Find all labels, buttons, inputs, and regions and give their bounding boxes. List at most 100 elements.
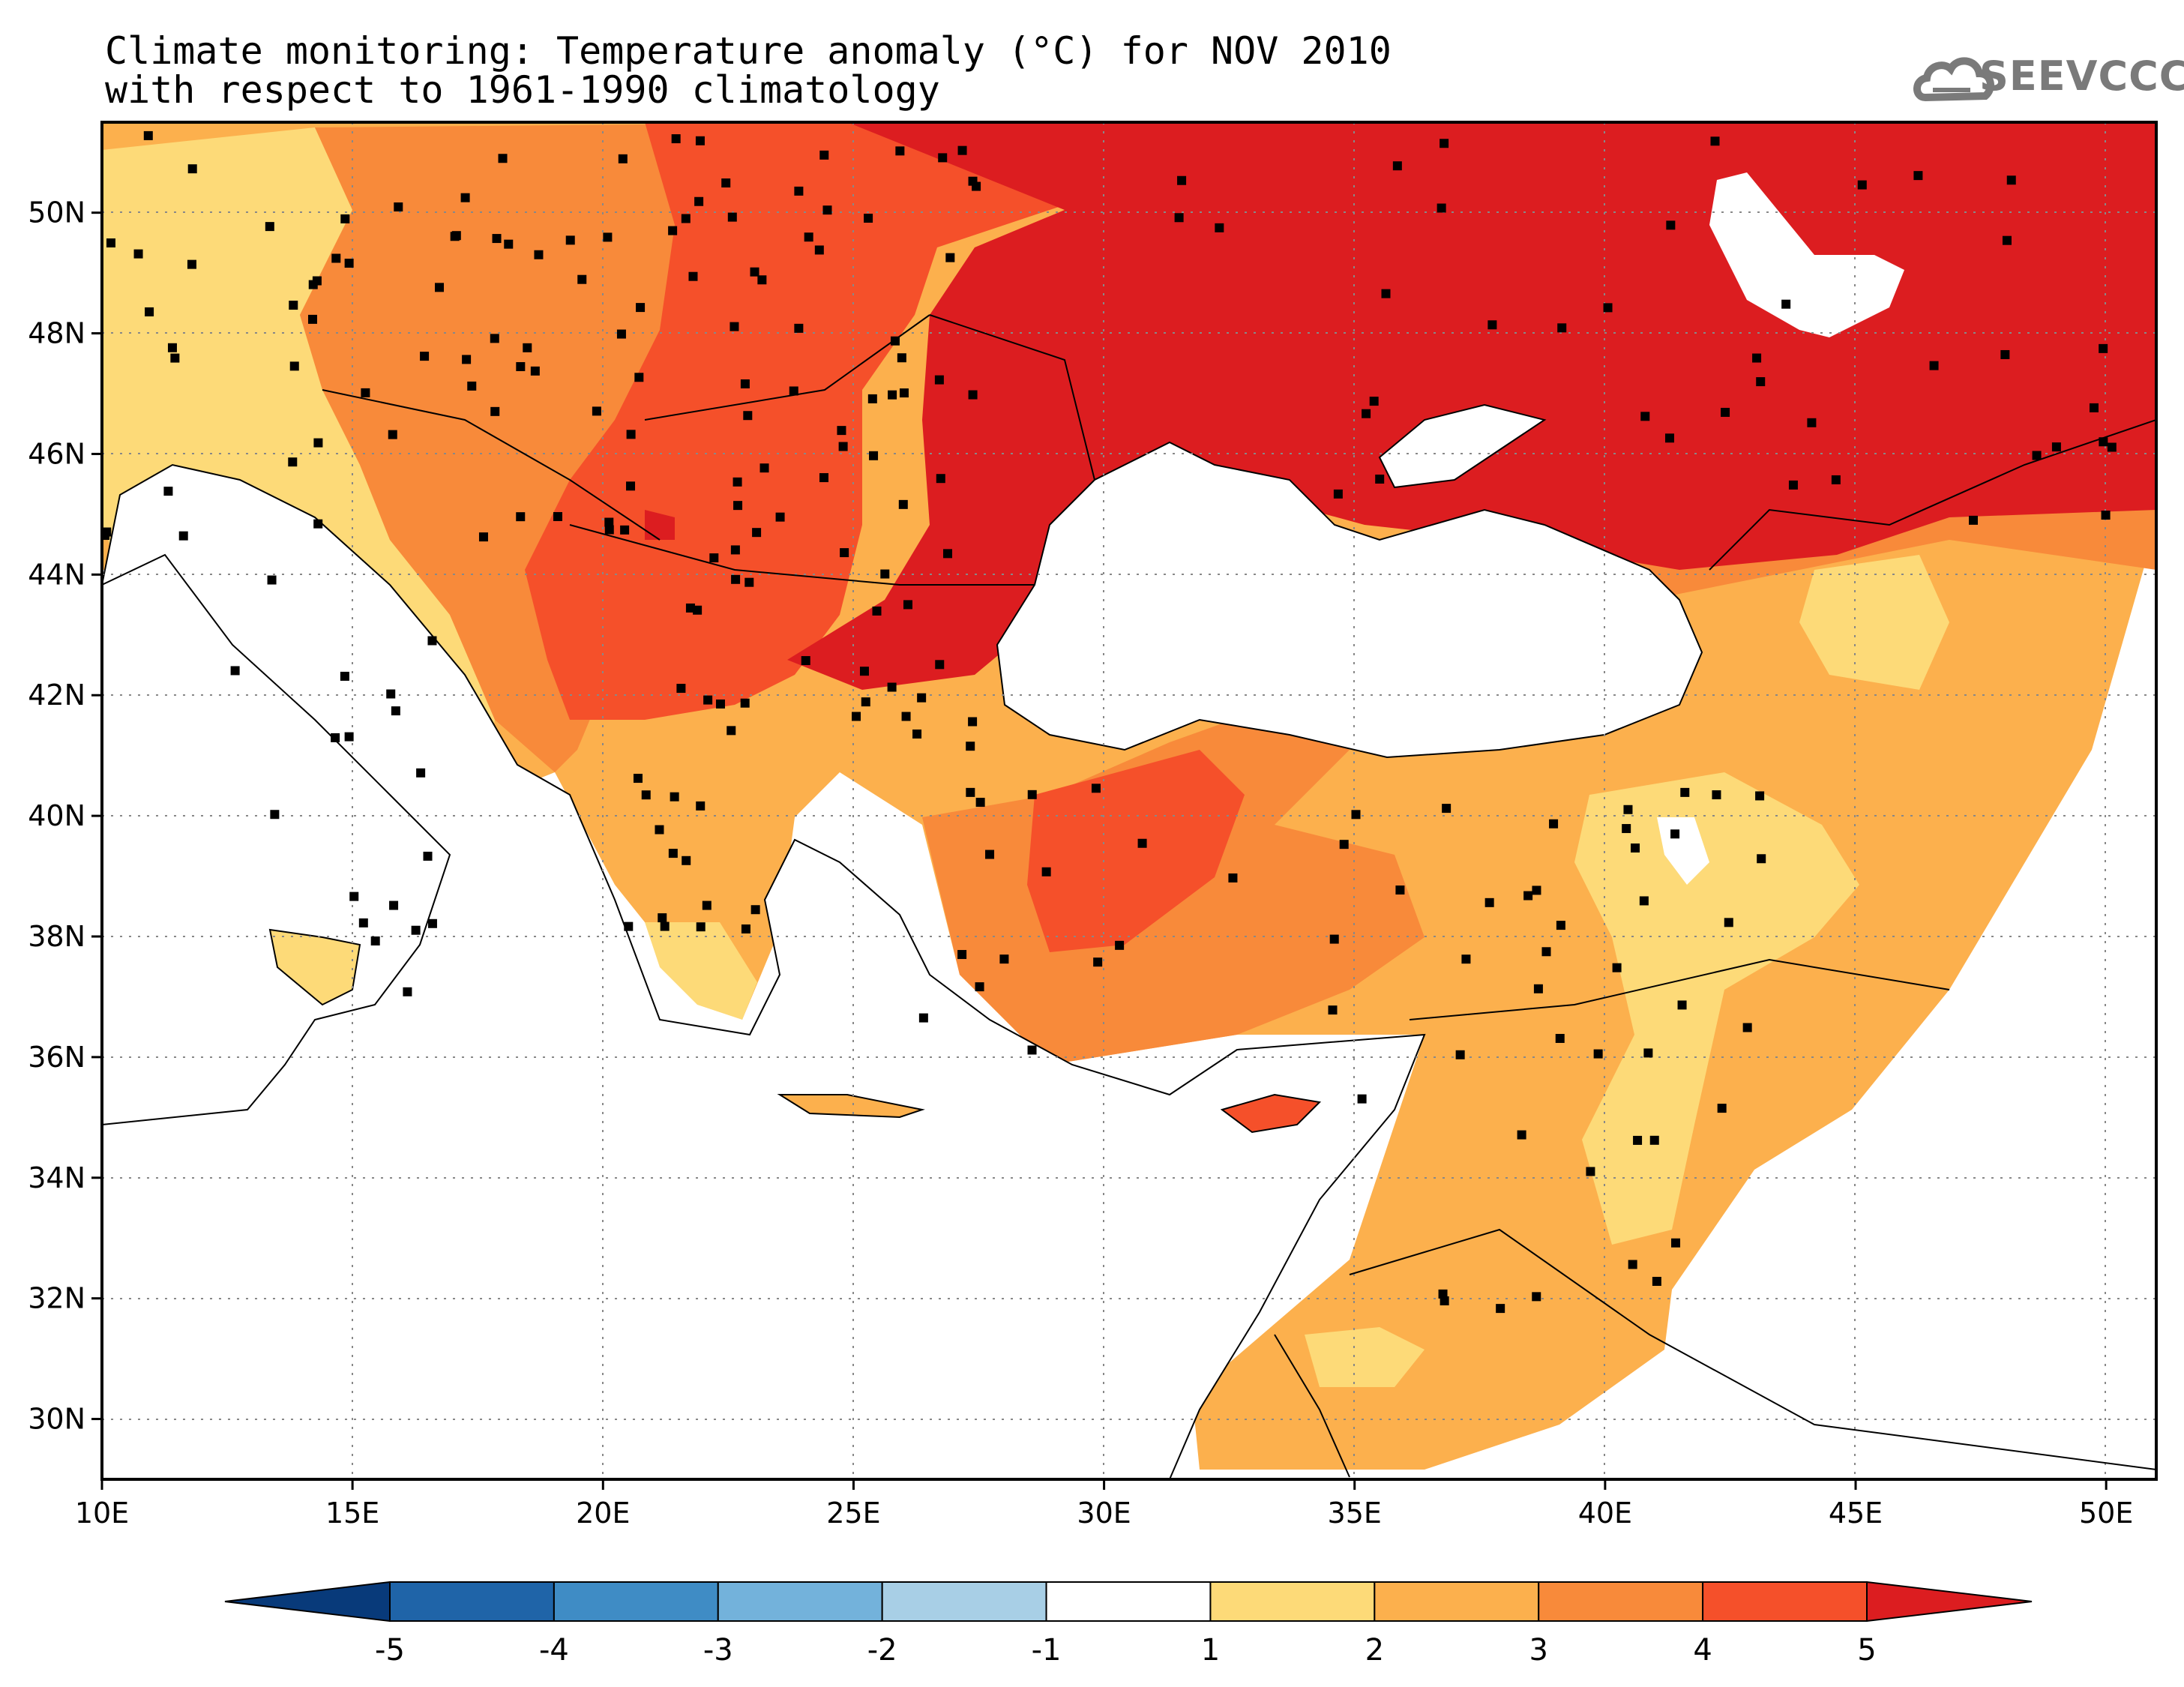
x-tick-label: 45E [1829, 1497, 1883, 1530]
station-marker [265, 222, 274, 232]
station-marker [1721, 407, 1730, 417]
station-marker [1742, 1023, 1752, 1032]
station-marker [553, 511, 562, 521]
station-marker [1339, 840, 1349, 849]
station-marker [668, 849, 678, 858]
station-marker [1027, 790, 1037, 799]
station-marker [676, 684, 686, 694]
station-marker [187, 164, 197, 174]
station-marker [358, 918, 368, 927]
station-marker [1649, 1135, 1659, 1145]
colorbar-label: 1 [1201, 1633, 1220, 1668]
station-marker [1496, 1304, 1505, 1314]
station-marker [1756, 377, 1766, 387]
station-marker [702, 900, 712, 910]
station-marker [230, 666, 240, 676]
no-data-hole-north [1709, 172, 1904, 337]
anomaly-4-5-field [525, 122, 1125, 720]
station-marker [1755, 791, 1765, 801]
station-marker [523, 343, 532, 352]
station-marker [604, 517, 614, 527]
station-marker [1461, 954, 1471, 964]
station-marker [187, 259, 196, 269]
station-marker [2032, 451, 2042, 460]
station-marker [655, 825, 664, 835]
station-marker [729, 322, 739, 331]
station-marker [682, 855, 691, 865]
station-marker [620, 525, 630, 535]
station-marker [852, 712, 861, 721]
station-marker [340, 671, 349, 681]
station-marker [752, 528, 762, 538]
station-marker [626, 481, 636, 491]
station-marker [106, 238, 115, 248]
station-marker [423, 851, 433, 861]
station-marker [403, 987, 412, 996]
station-marker [2051, 442, 2061, 452]
x-axis: 10E 15E 20E 25E 30E 35E 40E 45E 50E [75, 1479, 2133, 1530]
station-marker [1640, 412, 1650, 421]
anomaly-1-2-east [1574, 772, 1859, 1245]
station-marker [451, 231, 461, 241]
station-marker [840, 548, 849, 558]
station-marker [859, 667, 869, 676]
station-marker [681, 214, 691, 223]
station-marker [671, 134, 681, 144]
station-marker [1652, 1276, 1661, 1286]
station-marker [1717, 1104, 1727, 1113]
station-marker [565, 235, 575, 245]
station-marker [516, 361, 526, 371]
station-marker [936, 474, 945, 484]
station-marker [743, 411, 753, 421]
station-marker [1541, 947, 1551, 957]
station-marker [133, 249, 143, 259]
station-marker [688, 271, 698, 281]
station-marker [918, 1013, 928, 1023]
station-marker [1603, 303, 1613, 313]
station-marker [391, 706, 400, 716]
station-marker [1523, 891, 1533, 900]
station-marker [1093, 957, 1103, 967]
colorbar-label: 2 [1365, 1633, 1384, 1668]
station-marker [331, 253, 341, 263]
station-marker [838, 442, 848, 451]
station-marker [898, 499, 908, 509]
colorbar-segment [881, 1581, 1047, 1622]
station-marker [344, 259, 354, 268]
station-marker [626, 430, 636, 439]
station-marker [668, 226, 678, 235]
station-marker [837, 426, 846, 436]
station-marker [331, 733, 340, 742]
station-marker [935, 660, 945, 670]
station-marker [727, 726, 736, 736]
station-marker [917, 693, 927, 703]
station-marker [1455, 1050, 1465, 1059]
station-marker [427, 636, 437, 646]
colorbar-segment [1045, 1581, 1212, 1622]
station-marker [411, 925, 421, 935]
station-marker [2089, 403, 2099, 412]
station-marker [1929, 361, 1939, 370]
station-marker [757, 275, 767, 285]
station-marker [1752, 353, 1762, 363]
station-marker [427, 918, 437, 928]
station-marker [1643, 1048, 1653, 1058]
station-marker [167, 343, 177, 352]
station-marker [478, 532, 488, 542]
colorbar-label: -1 [1032, 1633, 1062, 1668]
station-marker [694, 196, 704, 206]
station-marker [2000, 349, 2010, 359]
station-marker [975, 798, 985, 808]
station-marker [741, 924, 750, 933]
station-marker [943, 549, 953, 559]
station-marker [490, 334, 499, 343]
y-tick-label: 50N [28, 196, 85, 229]
station-marker [822, 205, 832, 215]
station-marker [624, 921, 634, 931]
station-marker [1710, 136, 1720, 146]
anomaly-gt5-patch [645, 510, 675, 540]
station-marker [966, 742, 975, 751]
y-axis: 30N 32N 34N 36N 38N 40N 42N 44N 46N 48N 50N [28, 196, 102, 1436]
colorbar-label: 4 [1693, 1633, 1712, 1668]
x-tick-label: 20E [576, 1497, 630, 1530]
